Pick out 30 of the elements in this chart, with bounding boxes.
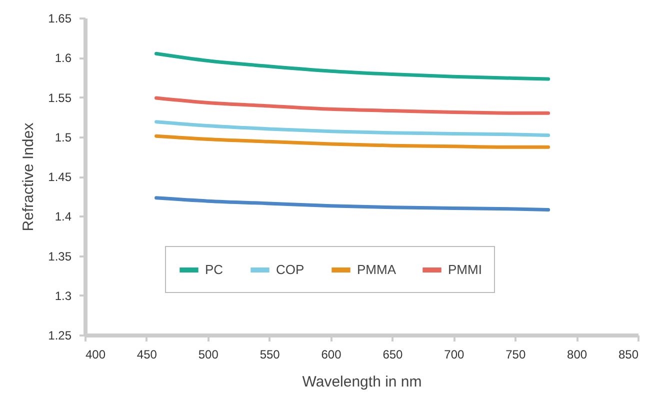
x-tick-label: 650 xyxy=(382,348,404,362)
y-tick-label: 1.5 xyxy=(54,130,72,144)
x-tick-label: 700 xyxy=(444,348,464,362)
y-tick-label: 1.6 xyxy=(54,51,72,66)
x-tick-label: 550 xyxy=(260,348,280,362)
x-tick-label: 850 xyxy=(618,348,639,362)
legend-label: PC xyxy=(205,262,224,277)
x-axis-title: Wavelength in nm xyxy=(302,374,422,390)
y-tick-label: 1.3 xyxy=(54,288,72,303)
line-series xyxy=(154,196,550,212)
y-tick-label: 1.4 xyxy=(54,210,72,224)
y-tick-label: 1.25 xyxy=(48,328,72,342)
y-axis-title: Refractive Index xyxy=(20,122,38,232)
line-series xyxy=(154,134,550,149)
x-tick-label: 750 xyxy=(506,348,526,362)
x-tick-label: 800 xyxy=(567,348,588,362)
x-tick-label: 450 xyxy=(136,348,158,362)
y-tick-label: 1.65 xyxy=(48,12,72,26)
line-series xyxy=(154,120,550,138)
x-tick-label: 600 xyxy=(321,348,342,362)
y-tick-label: 1.55 xyxy=(48,90,72,105)
y-tick-label: 1.45 xyxy=(48,170,72,184)
y-tick-label: 1.35 xyxy=(48,249,72,264)
legend-label: PMMA xyxy=(357,262,396,277)
x-tick-label: 400 xyxy=(86,348,106,362)
line-series xyxy=(154,96,550,115)
legend-label: PMMI xyxy=(448,262,482,277)
line-series xyxy=(154,52,550,81)
x-tick-label: 500 xyxy=(198,348,219,362)
legend-label: COP xyxy=(276,262,304,277)
